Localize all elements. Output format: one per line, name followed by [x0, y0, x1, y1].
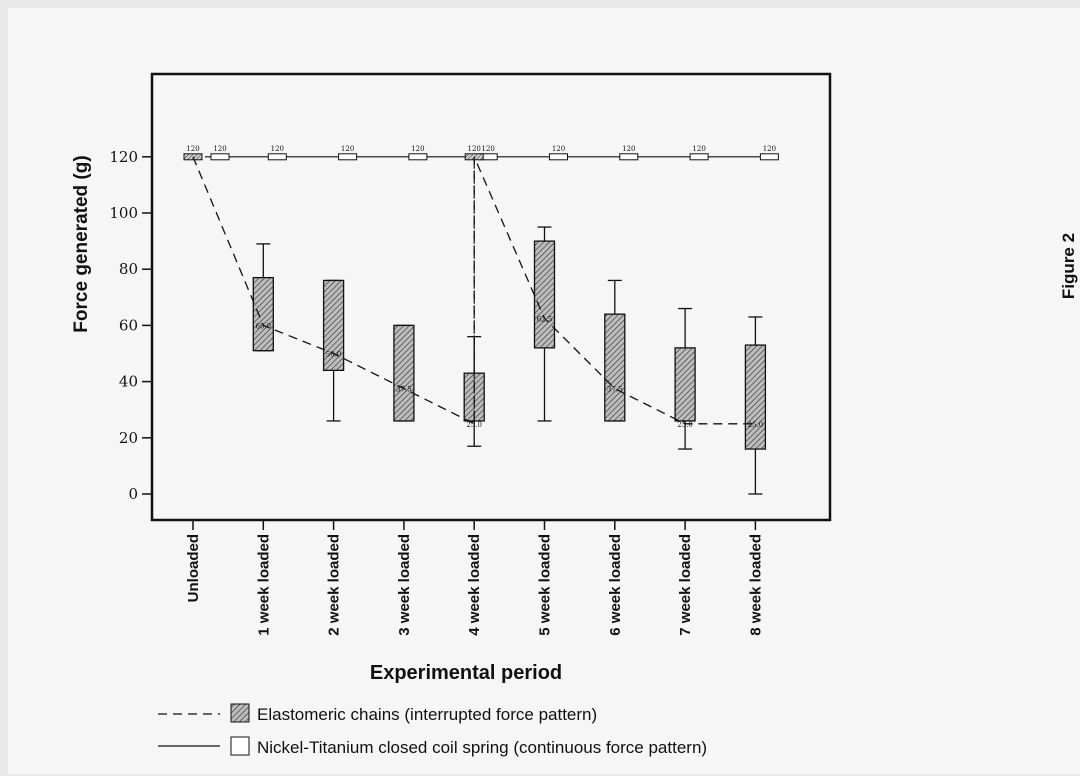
legend: Elastomeric chains (interrupted force pa… [158, 703, 707, 757]
niti-value-label: 120 [692, 145, 705, 153]
elastomeric-value-label: 25.0 [466, 421, 482, 429]
x-tick-label: 6 week loaded [607, 534, 624, 636]
elastomeric-value-label: 37.5 [396, 386, 412, 394]
x-tick-label: 3 week loaded [396, 534, 413, 636]
elastomeric-box [252, 276, 274, 352]
y-axis-title: Force generated (g) [71, 155, 92, 332]
y-tick-label: 40 [119, 373, 138, 391]
x-axis-title: Experimental period [370, 662, 562, 684]
elastomeric-value-label: 37.5 [607, 386, 623, 394]
niti-box [267, 153, 287, 161]
niti-box [210, 153, 230, 161]
elastomeric-value-label: 50.0 [326, 351, 342, 359]
elastomeric-box [322, 279, 345, 372]
niti-value-label: 120 [411, 145, 424, 153]
elastomeric-reload-label: 120 [468, 145, 481, 153]
niti-value-label: 120 [213, 145, 226, 153]
x-tick-label: 8 week loaded [747, 534, 764, 636]
y-tick-label: 80 [119, 260, 138, 278]
niti-value-label: 120 [552, 145, 565, 153]
elastomeric-box [533, 240, 556, 349]
y-tick-label: 0 [128, 485, 138, 503]
niti-box [689, 153, 709, 161]
x-tick-label: 5 week loaded [537, 534, 554, 636]
elastomeric-value-label: 25.0 [748, 421, 764, 429]
elastomeric-value-label: 120 [186, 145, 199, 153]
box-plot-chart: 0 20 40 60 80 100 120 Unloaded 1 week loaded 2 w… [71, 72, 1078, 757]
niti-value-label: 120 [622, 145, 635, 153]
x-tick-label: 4 week loaded [466, 534, 483, 636]
legend-label-niti: Nickel-Titanium closed coil spring (cont… [257, 738, 707, 757]
elastomeric-value-label: 25.0 [677, 421, 693, 429]
legend-label-elastomeric: Elastomeric chains (interrupted force pa… [257, 705, 597, 724]
elastomeric-box [674, 347, 696, 422]
niti-box [619, 153, 639, 161]
x-tick-label: 2 week loaded [326, 534, 343, 636]
y-tick-label: 120 [109, 148, 138, 166]
elastomeric-box [393, 324, 415, 422]
niti-value-label: 120 [482, 145, 495, 153]
elastomeric-box [604, 313, 626, 422]
legend-item-niti: Nickel-Titanium closed coil spring (cont… [158, 736, 707, 757]
niti-value-label: 120 [763, 145, 776, 153]
legend-item-elastomeric: Elastomeric chains (interrupted force pa… [158, 703, 597, 724]
elastomeric-value-label: 60.0 [256, 322, 272, 330]
niti-box [338, 153, 358, 161]
niti-value-label: 120 [271, 145, 284, 153]
y-tick-label: 100 [109, 204, 138, 222]
x-tick-label: Unloaded [185, 534, 202, 602]
x-axis: Unloaded 1 week loaded 2 week loaded 3 week… [185, 520, 764, 636]
niti-box [759, 153, 779, 161]
y-axis: 0 20 40 60 80 100 120 [109, 148, 152, 503]
niti-value-label: 120 [341, 145, 354, 153]
x-tick-label: 1 week loaded [255, 534, 272, 636]
figure-page: 0 20 40 60 80 100 120 Unloaded 1 week loaded 2 w… [8, 8, 1080, 774]
elastomeric-value-label: 62.5 [537, 315, 553, 323]
y-tick-label: 20 [119, 429, 138, 447]
x-tick-label: 7 week loaded [677, 534, 694, 636]
niti-box [408, 153, 428, 161]
plot-frame [150, 72, 832, 522]
legend-hatched-swatch [230, 703, 250, 723]
y-tick-label: 60 [119, 316, 138, 334]
niti-box [549, 153, 568, 161]
legend-white-swatch [230, 736, 250, 756]
elastomeric-box [744, 344, 767, 450]
figure-label: Figure 2 [1059, 233, 1078, 299]
elastomeric-trend-line [192, 156, 756, 425]
elastomeric-series: 120 60.0 50.0 37.5 25.0 120 62.5 37.5 25.0 25.0 [183, 145, 767, 495]
ni-ti-series: 120 120 120 120 120 120 120 120 120 [205, 145, 779, 161]
